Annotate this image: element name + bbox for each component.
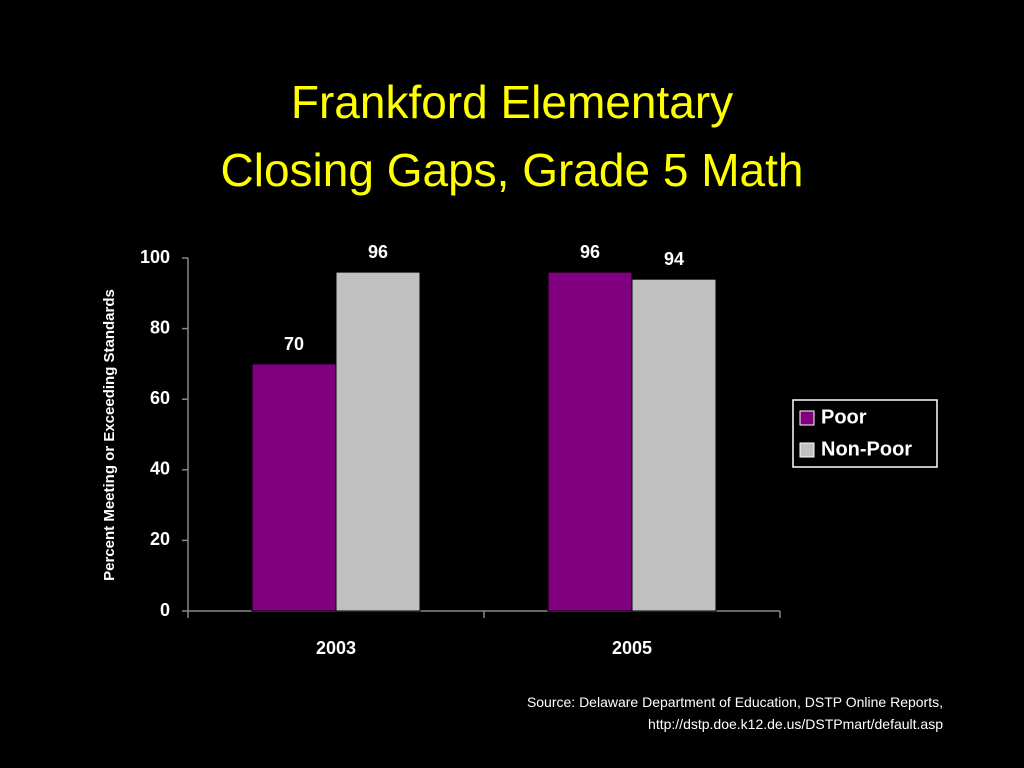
y-tick-label: 20: [150, 529, 170, 549]
y-axis-label: Percent Meeting or Exceeding Standards: [101, 289, 118, 581]
value-label: 96: [368, 242, 388, 262]
y-tick-label: 100: [140, 247, 170, 267]
legend-box: [792, 399, 938, 468]
bar: [631, 278, 717, 612]
source-line: Source: Delaware Department of Education…: [527, 694, 943, 710]
x-tick-label: 2005: [612, 638, 652, 658]
title-line: Closing Gaps, Grade 5 Math: [221, 144, 804, 196]
y-tick-label: 40: [150, 459, 170, 479]
value-label: 70: [284, 334, 304, 354]
legend-swatch: [799, 442, 815, 458]
source-line: http://dstp.doe.k12.de.us/DSTPmart/defau…: [648, 716, 943, 732]
legend-label: Non-Poor: [821, 438, 912, 460]
bar: [547, 271, 633, 612]
legend-swatch: [799, 410, 815, 426]
y-tick-label: 0: [160, 600, 170, 620]
y-tick-label: 60: [150, 388, 170, 408]
bar: [335, 271, 421, 612]
value-label: 96: [580, 242, 600, 262]
value-label: 94: [664, 249, 684, 269]
x-tick-label: 2003: [316, 638, 356, 658]
title-line: Frankford Elementary: [291, 76, 733, 128]
legend-label: Poor: [821, 406, 867, 428]
bar: [251, 363, 337, 612]
y-tick-label: 80: [150, 317, 170, 337]
